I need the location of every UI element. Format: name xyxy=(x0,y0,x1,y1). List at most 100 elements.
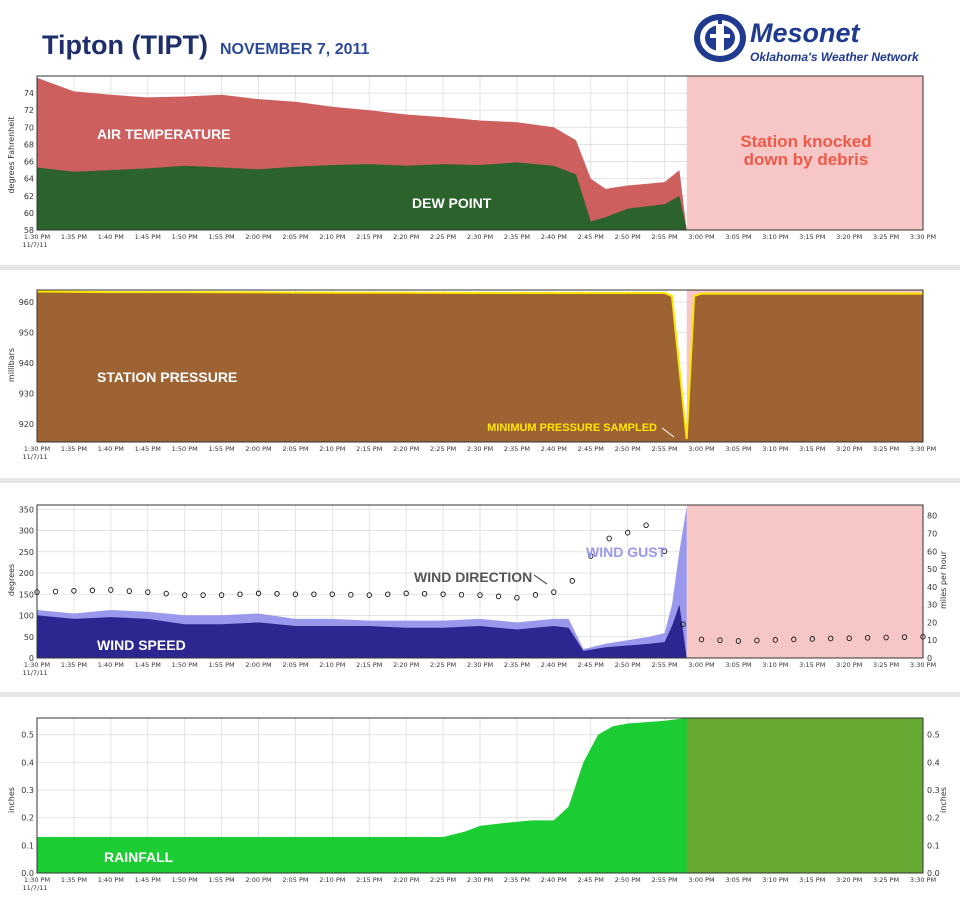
x-tick-label: 2:25 PM xyxy=(430,876,456,884)
x-tick-label: 1:45 PM xyxy=(135,661,161,669)
y-tick-label: 70 xyxy=(24,123,34,132)
wind-direction-marker xyxy=(569,578,575,584)
series-label: RAINFALL xyxy=(104,849,174,865)
x-tick-label: 2:50 PM xyxy=(615,233,641,241)
wind-direction-marker xyxy=(588,553,594,559)
y-axis-label: miles per hour xyxy=(939,550,948,609)
x-tick-label: 2:45 PM xyxy=(578,233,604,241)
x-tick-label: 3:25 PM xyxy=(873,445,899,453)
outage-shade xyxy=(686,505,923,658)
x-tick-label: 3:20 PM xyxy=(836,445,862,453)
x-tick-label: 1:35 PM xyxy=(61,876,87,884)
x-tick-label: 3:00 PM xyxy=(688,445,714,453)
series-label: DEW POINT xyxy=(412,195,492,211)
x-tick-label: 2:10 PM xyxy=(319,661,345,669)
y2-tick-label: 60 xyxy=(927,547,937,556)
x-tick-label: 3:10 PM xyxy=(762,661,788,669)
x-date-label: 11/7/11 xyxy=(22,884,47,892)
plot-border xyxy=(36,75,924,231)
x-tick-label: 3:05 PM xyxy=(725,661,751,669)
x-tick-label: 2:40 PM xyxy=(541,876,567,884)
x-tick-label: 1:35 PM xyxy=(61,233,87,241)
plot-border xyxy=(36,717,924,874)
series-label: WIND SPEED xyxy=(97,637,186,653)
y-tick-label: 0.5 xyxy=(21,731,34,740)
x-tick-label: 2:30 PM xyxy=(467,661,493,669)
y2-tick-label: 40 xyxy=(927,583,937,592)
y-tick-label: 920 xyxy=(19,420,34,429)
wind-direction-marker xyxy=(754,637,760,644)
wind-direction-marker xyxy=(606,535,612,542)
x-tick-label: 1:50 PM xyxy=(172,876,198,884)
x-tick-label: 2:15 PM xyxy=(356,233,382,241)
globe-icon xyxy=(694,14,746,62)
x-tick-label: 3:05 PM xyxy=(725,445,751,453)
wind-direction-marker xyxy=(458,591,465,598)
x-tick-label: 3:30 PM xyxy=(910,445,936,453)
y2-tick-label: 0.2 xyxy=(927,814,940,823)
x-tick-label: 1:40 PM xyxy=(98,233,124,241)
wind-direction-marker xyxy=(329,591,335,598)
x-tick-label: 2:05 PM xyxy=(282,233,308,241)
annotation-label: MINIMUM PRESSURE SAMPLED xyxy=(487,422,657,434)
page-date: NOVEMBER 7, 2011 xyxy=(220,41,370,58)
x-tick-label: 2:35 PM xyxy=(504,876,530,884)
temperature-chart: 58 60 62 64 66 68 70 72 74 1:30 PM 1:35 PM 1:40 PM 1… xyxy=(7,75,936,249)
x-tick-label: 2:15 PM xyxy=(356,661,382,669)
wind-direction-marker xyxy=(421,590,428,597)
wind-direction-marker xyxy=(108,587,114,593)
y2-tick-label: 0.0 xyxy=(927,869,940,878)
x-tick-label: 3:30 PM xyxy=(910,876,936,884)
x-date-label: 11/7/11 xyxy=(22,453,47,461)
x-tick-label: 2:55 PM xyxy=(651,876,677,884)
wind-direction-marker xyxy=(883,634,889,641)
wind-direction-marker xyxy=(864,634,871,641)
y2-tick-label: 10 xyxy=(927,636,937,645)
y-tick-label: 0 xyxy=(29,654,34,663)
series-label: STATION PRESSURE xyxy=(97,369,237,385)
plot-border xyxy=(36,504,924,659)
x-tick-label: 1:55 PM xyxy=(208,661,234,669)
x-tick-label: 2:20 PM xyxy=(393,876,419,884)
x-tick-label: 2:30 PM xyxy=(467,445,493,453)
station-pressure-line xyxy=(36,290,923,440)
x-tick-label: 2:55 PM xyxy=(651,445,677,453)
wind-direction-marker xyxy=(680,621,686,628)
wind-direction-marker xyxy=(237,591,243,598)
x-tick-label: 3:15 PM xyxy=(799,661,825,669)
wind-direction-marker xyxy=(89,587,96,594)
x-tick-label: 2:25 PM xyxy=(430,445,456,453)
x-tick-label: 3:15 PM xyxy=(799,233,825,241)
x-tick-label: 3:15 PM xyxy=(799,445,825,453)
y2-tick-label: 0.4 xyxy=(927,758,940,767)
y-tick-label: 0.1 xyxy=(21,841,34,850)
wind-direction-marker xyxy=(311,591,317,598)
x-tick-label: 2:15 PM xyxy=(356,445,382,453)
x-tick-label: 2:00 PM xyxy=(245,233,271,241)
x-tick-label: 1:50 PM xyxy=(172,445,198,453)
x-tick-label: 2:10 PM xyxy=(319,876,345,884)
x-tick-label: 3:10 PM xyxy=(762,445,788,453)
panel-divider xyxy=(0,265,960,270)
series-label: WIND GUST xyxy=(586,544,667,560)
y2-tick-label: 70 xyxy=(927,529,937,538)
x-tick-label: 3:20 PM xyxy=(836,233,862,241)
x-tick-label: 2:45 PM xyxy=(578,876,604,884)
x-tick-label: 2:40 PM xyxy=(541,445,567,453)
y-tick-label: 0.2 xyxy=(21,814,34,823)
y-tick-label: 0.0 xyxy=(21,869,34,878)
x-tick-label: 2:50 PM xyxy=(615,876,641,884)
x-tick-label: 2:35 PM xyxy=(504,661,530,669)
y-tick-label: 0.4 xyxy=(21,758,34,767)
y2-tick-label: 0.3 xyxy=(927,786,940,795)
mesonet-logo: Mesonet Oklahoma's Weather Network xyxy=(692,12,932,67)
dew-point-area xyxy=(37,162,687,230)
annotation-label: Station knocked down by debris xyxy=(740,132,871,169)
annotation-arrow xyxy=(661,427,675,438)
x-tick-label: 1:45 PM xyxy=(135,233,161,241)
pressure-chart: 920 930 940 950 960 1:30 PM 1:35 PM 1:40 PM 1:45… xyxy=(7,289,936,461)
y2-tick-label: 0.5 xyxy=(927,731,940,740)
x-tick-label: 2:55 PM xyxy=(651,661,677,669)
x-tick-label: 1:55 PM xyxy=(208,445,234,453)
x-tick-label: 2:05 PM xyxy=(282,661,308,669)
